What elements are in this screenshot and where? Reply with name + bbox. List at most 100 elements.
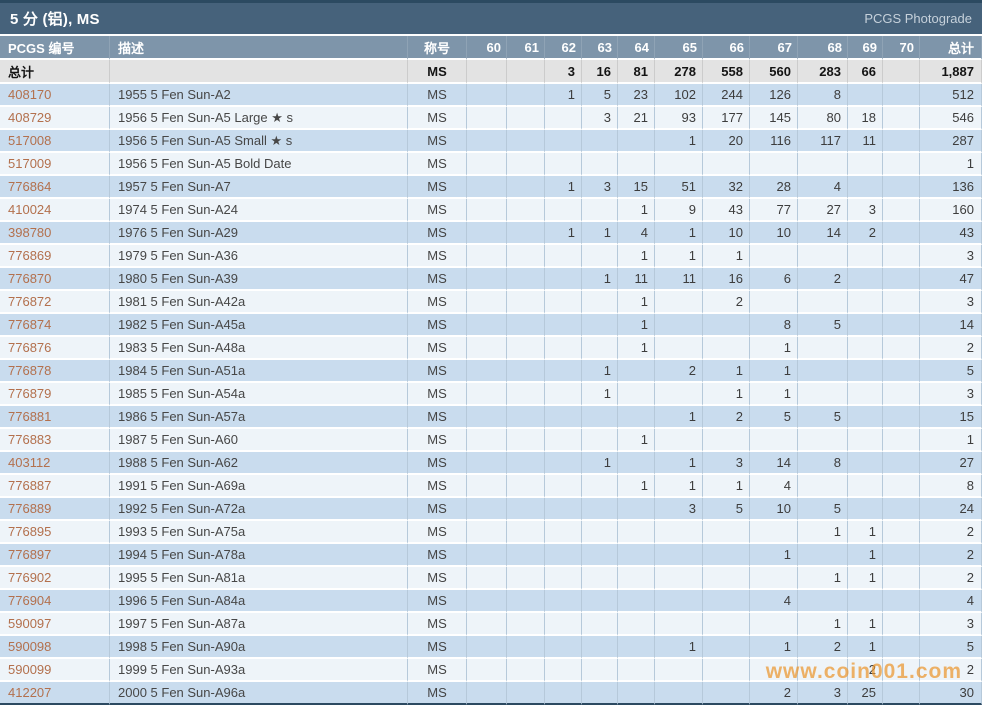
pcgs-number-link[interactable]: 776887 (0, 475, 110, 498)
pcgs-number-link[interactable]: 776879 (0, 383, 110, 406)
grade-65-count: 93 (655, 107, 703, 130)
grade-60-count (467, 176, 507, 199)
pcgs-number-link[interactable]: 776878 (0, 360, 110, 383)
pcgs-number-link[interactable]: 590099 (0, 659, 110, 682)
row-total: 546 (920, 107, 982, 130)
pcgs-number-link[interactable]: 590098 (0, 636, 110, 659)
grade-62-count (545, 567, 582, 590)
grade-69-count: 25 (848, 682, 883, 705)
grade-62-count (545, 383, 582, 406)
grade-65-count: 1 (655, 245, 703, 268)
pcgs-number-link[interactable]: 403112 (0, 452, 110, 475)
grade-70-count (883, 337, 920, 360)
grade-61-count (507, 268, 545, 291)
pcgs-number-link[interactable]: 776904 (0, 590, 110, 613)
grade-63-count: 1 (582, 222, 618, 245)
table-row: 776864 1957 5 Fen Sun-A7 MS 1 3 15 51 32 28 4 136 (0, 176, 982, 199)
grade-69-count (848, 268, 883, 291)
grade-60-count (467, 613, 507, 636)
grade-68-count: 14 (798, 222, 848, 245)
grade-63-count: 3 (582, 176, 618, 199)
pcgs-number-link[interactable]: 776902 (0, 567, 110, 590)
grade-67-count: 126 (750, 84, 798, 107)
grade-67-count (750, 521, 798, 544)
grade-65-count (655, 521, 703, 544)
grade-69-count (848, 176, 883, 199)
grade-62-count (545, 475, 582, 498)
pcgs-number-link[interactable]: 776895 (0, 521, 110, 544)
grade-61-count (507, 636, 545, 659)
grade-64-count: 1 (618, 245, 655, 268)
grade-62-count (545, 268, 582, 291)
grade-69-count: 1 (848, 567, 883, 590)
row-total: 3 (920, 613, 982, 636)
grade-64-count: 21 (618, 107, 655, 130)
pcgs-number-link[interactable]: 590097 (0, 613, 110, 636)
grade-66-count: 244 (703, 84, 750, 107)
pcgs-number-link[interactable]: 517009 (0, 153, 110, 176)
pcgs-number-link[interactable]: 776881 (0, 406, 110, 429)
grade-67-count: 6 (750, 268, 798, 291)
pcgs-number-link[interactable]: 776897 (0, 544, 110, 567)
grade-64-count (618, 130, 655, 153)
designation: MS (408, 245, 467, 268)
pcgs-number-link[interactable]: 776864 (0, 176, 110, 199)
pcgs-number-link[interactable]: 398780 (0, 222, 110, 245)
grade-67-count: 4 (750, 475, 798, 498)
coin-description: 1998 5 Fen Sun-A90a (110, 636, 408, 659)
grade-70-count (883, 544, 920, 567)
pcgs-number-link[interactable]: 408729 (0, 107, 110, 130)
designation: MS (408, 199, 467, 222)
pcgs-number-link[interactable]: 410024 (0, 199, 110, 222)
grade-60-count (467, 337, 507, 360)
column-header-66: 66 (703, 36, 750, 60)
grade-60-count (467, 130, 507, 153)
pcgs-photograde-link[interactable]: PCGS Photograde (864, 11, 972, 26)
coin-description: 1984 5 Fen Sun-A51a (110, 360, 408, 383)
pcgs-number-link[interactable]: 776870 (0, 268, 110, 291)
row-total: 2 (920, 521, 982, 544)
grade-68-count (798, 659, 848, 682)
grade-60-count (467, 544, 507, 567)
pcgs-number-link[interactable]: 517008 (0, 130, 110, 153)
grade-62-count: 1 (545, 176, 582, 199)
pcgs-number-link[interactable]: 412207 (0, 682, 110, 705)
grade-66-count: 16 (703, 268, 750, 291)
grade-63-count: 1 (582, 268, 618, 291)
grade-70-count (883, 268, 920, 291)
column-header-67: 67 (750, 36, 798, 60)
designation: MS (408, 383, 467, 406)
table-row: 776883 1987 5 Fen Sun-A60 MS 1 1 (0, 429, 982, 452)
grade-65-count: 1 (655, 130, 703, 153)
grade-69-count: 3 (848, 199, 883, 222)
pcgs-number-link[interactable]: 776889 (0, 498, 110, 521)
pcgs-number-link[interactable]: 776869 (0, 245, 110, 268)
pcgs-number-link[interactable]: 408170 (0, 84, 110, 107)
grade-62-count (545, 590, 582, 613)
grade-69-count: 2 (848, 222, 883, 245)
grade-64-count (618, 567, 655, 590)
row-total: 2 (920, 337, 982, 360)
pcgs-number-link[interactable]: 776872 (0, 291, 110, 314)
grade-66-count: 5 (703, 498, 750, 521)
grade-68-count: 1 (798, 567, 848, 590)
designation: MS (408, 337, 467, 360)
coin-description: 1956 5 Fen Sun-A5 Large ★ s (110, 107, 408, 130)
pcgs-number-link[interactable]: 776883 (0, 429, 110, 452)
grade-61-count (507, 176, 545, 199)
row-total: 1 (920, 153, 982, 176)
designation: MS (408, 360, 467, 383)
designation: MS (408, 521, 467, 544)
grade-67-count: 28 (750, 176, 798, 199)
grade-63-count (582, 659, 618, 682)
grade-65-count (655, 337, 703, 360)
grade-65-count: 51 (655, 176, 703, 199)
designation: MS (408, 107, 467, 130)
table-row: 776869 1979 5 Fen Sun-A36 MS 1 1 1 3 (0, 245, 982, 268)
grade-64-count: 23 (618, 84, 655, 107)
pcgs-number-link[interactable]: 776874 (0, 314, 110, 337)
pcgs-number-link[interactable]: 776876 (0, 337, 110, 360)
grade-60-count (467, 60, 507, 84)
grade-60-count (467, 659, 507, 682)
